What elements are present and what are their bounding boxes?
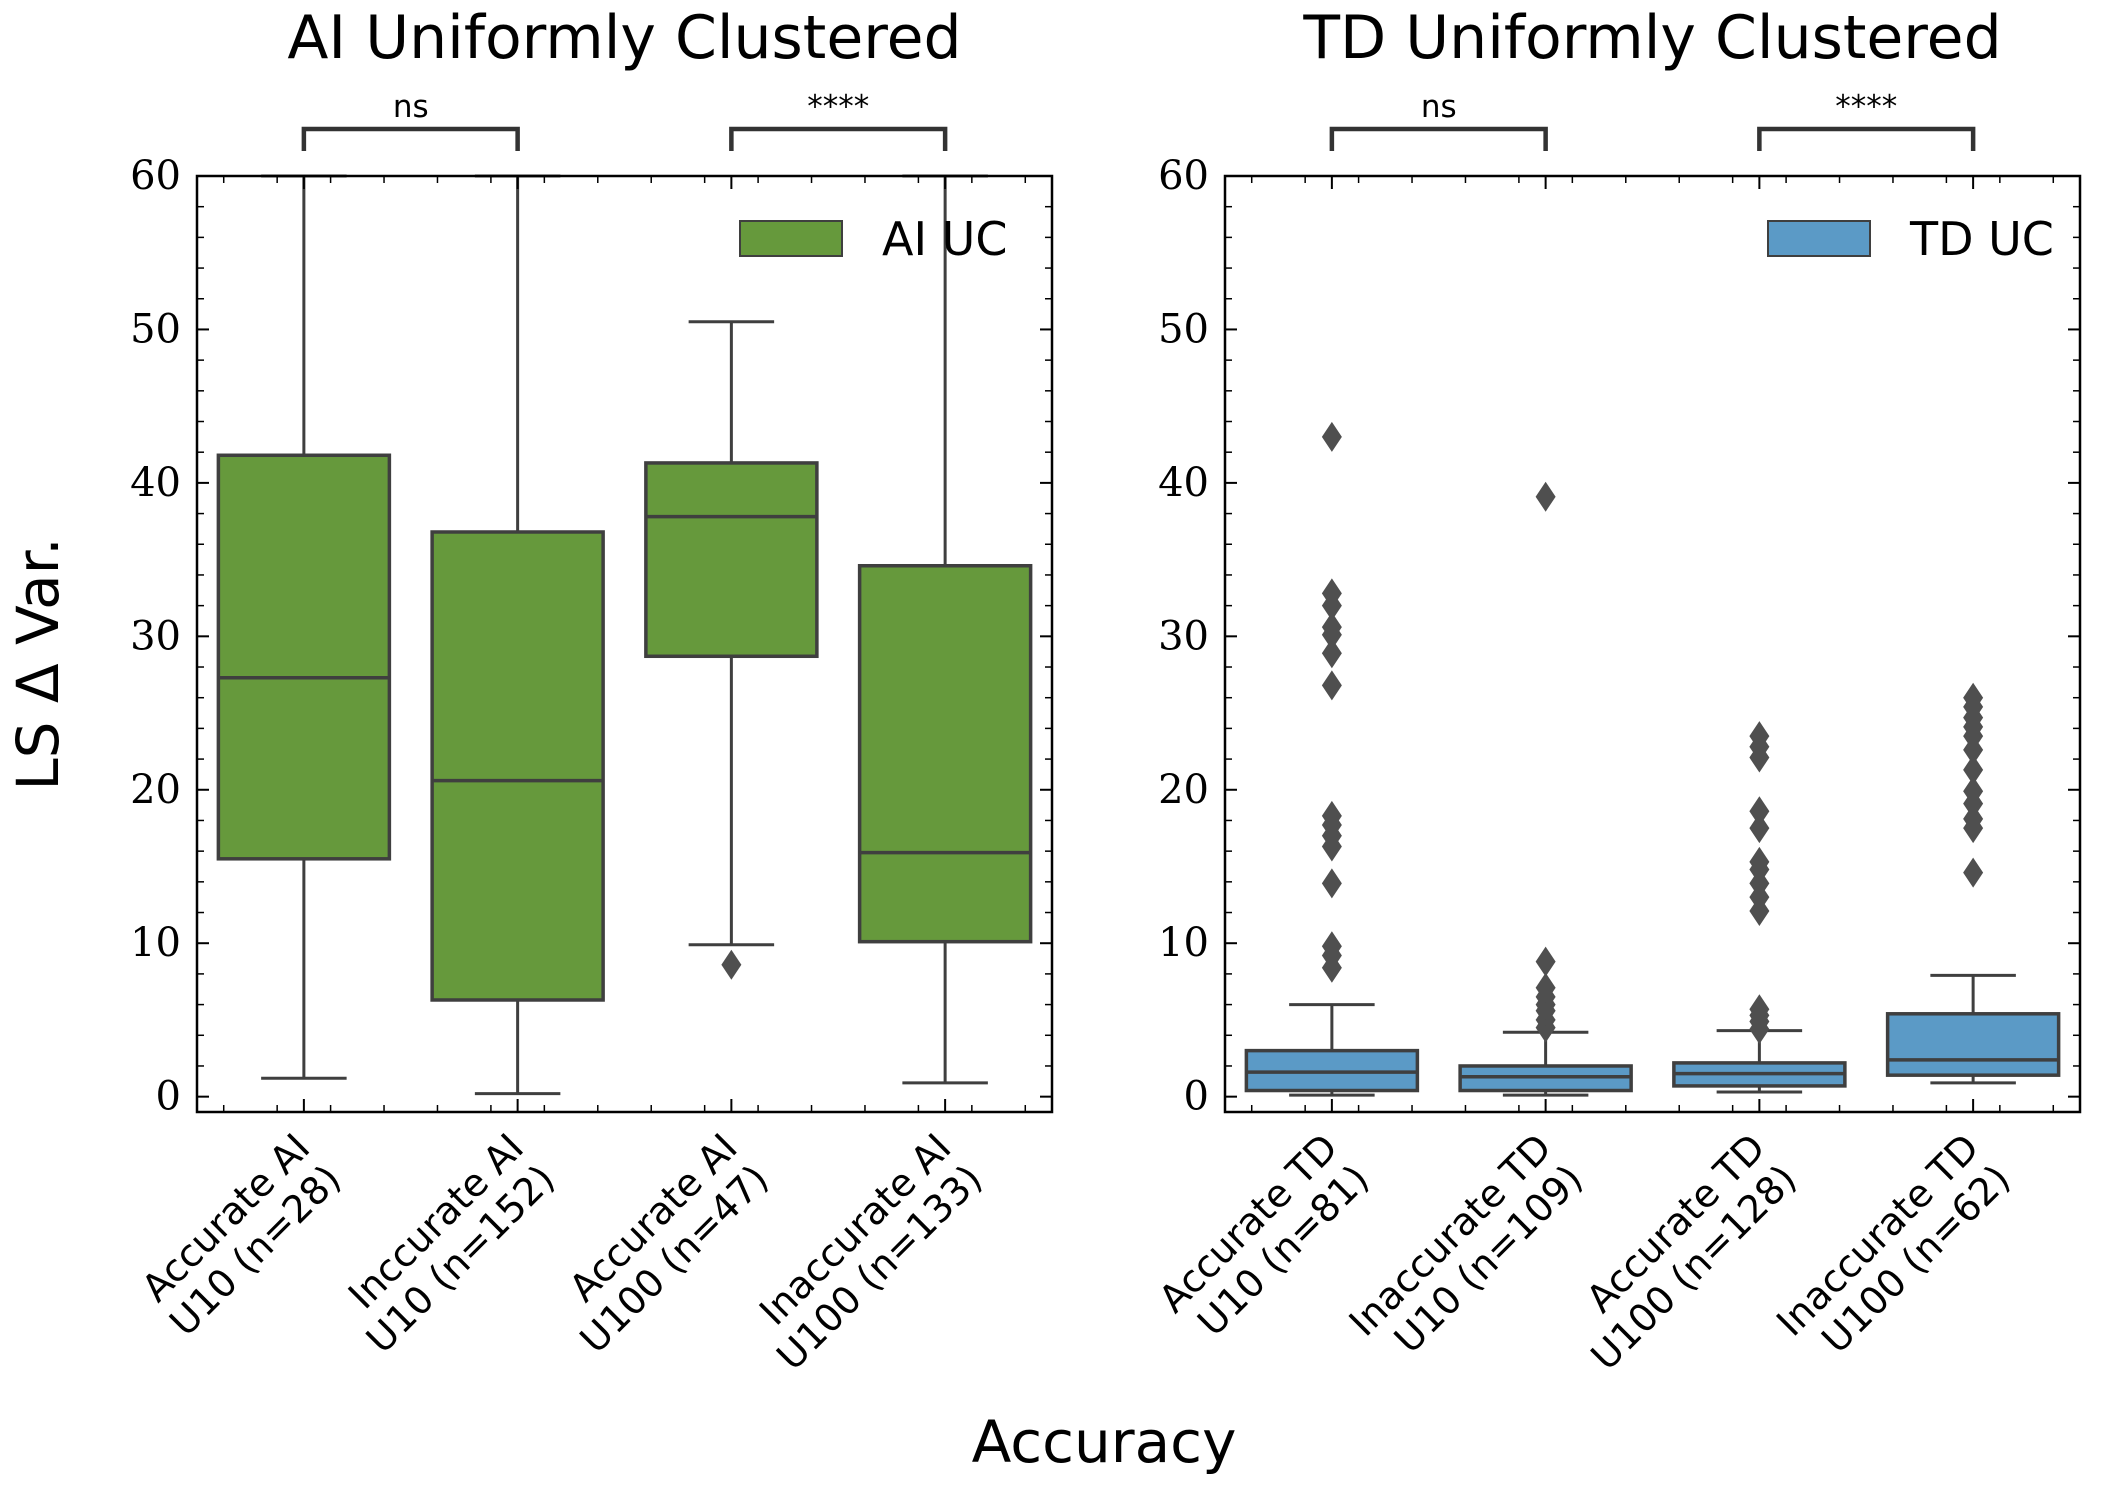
x-category-label: Accurate TDU10 (n=81) (1150, 1125, 1377, 1352)
outlier-point (1749, 994, 1770, 1025)
x-category-label: Inaccurate AIU100 (n=133) (737, 1125, 991, 1379)
outlier-point (1963, 754, 1984, 785)
outlier-point (1963, 682, 1984, 713)
outlier-point (1749, 846, 1770, 877)
y-tick-label: 20 (1158, 767, 1209, 813)
outlier-point (1321, 421, 1342, 452)
significance-label: ns (393, 89, 429, 125)
x-category-label: Accurate AIU10 (n=28) (130, 1125, 349, 1344)
outlier-point (1963, 857, 1984, 888)
box (644, 461, 819, 659)
y-tick-label: 60 (1158, 153, 1209, 199)
legend-label: AI UC (882, 212, 1007, 266)
y-tick-label: 50 (130, 306, 181, 352)
legend-swatch (739, 220, 843, 257)
significance-bracket (729, 126, 948, 151)
x-category-label: Accurate AIU100 (n=47) (540, 1125, 776, 1361)
box (1885, 1012, 2061, 1077)
box (857, 563, 1033, 944)
x-category-label: Inaccurate TDU100 (n=62) (1768, 1125, 2018, 1375)
box (216, 453, 392, 861)
y-tick-label: 40 (130, 460, 181, 506)
outlier-point (1321, 800, 1342, 831)
outlier-point (1321, 931, 1342, 962)
significance-label: **** (807, 89, 869, 125)
outlier-point (1321, 578, 1342, 609)
x-axis-label: Accuracy (972, 1408, 1237, 1476)
significance-bracket (1329, 126, 1548, 151)
outlier-point (1321, 638, 1342, 669)
outlier-point (1749, 721, 1770, 752)
plot-frame (1223, 174, 2082, 1114)
outlier-point (1749, 813, 1770, 844)
outlier-point (1321, 612, 1342, 643)
outlier-point (1749, 796, 1770, 827)
box (430, 530, 605, 1002)
y-tick-label: 50 (1158, 306, 1209, 352)
y-tick-label: 0 (1184, 1074, 1209, 1120)
y-tick-label: 10 (130, 920, 181, 966)
legend-label: TD UC (1909, 212, 2054, 266)
outlier-point (721, 949, 742, 980)
significance-bracket (301, 126, 520, 151)
y-tick-label: 20 (130, 767, 181, 813)
significance-bracket (1757, 126, 1976, 151)
y-tick-label: 10 (1158, 920, 1209, 966)
plot-frame (195, 174, 1054, 1114)
outlier-point (1535, 481, 1556, 512)
y-tick-label: 0 (156, 1074, 181, 1120)
y-tick-label: 60 (130, 153, 181, 199)
panel-td-uniformly-clustered: TD Uniformly Clustered 0 10 20 30 40 50 60 Accur… (1150, 3, 2082, 1379)
chart-title: AI Uniformly Clustered (287, 3, 961, 73)
outlier-point (1963, 803, 1984, 834)
outlier-point (1321, 670, 1342, 701)
significance-label: ns (1421, 89, 1457, 125)
y-axis-label: LS Δ Var. (4, 537, 72, 790)
x-category-label: Accurate TDU100 (n=128) (1551, 1125, 1805, 1379)
chart-title: TD Uniformly Clustered (1302, 3, 2001, 73)
outlier-point (1963, 776, 1984, 807)
y-tick-label: 30 (1158, 613, 1209, 659)
y-tick-label: 30 (130, 613, 181, 659)
legend-swatch (1767, 220, 1871, 257)
y-tick-label: 40 (1158, 460, 1209, 506)
significance-label: **** (1835, 89, 1897, 125)
x-category-label: Inaccurate TDU10 (n=109) (1341, 1125, 1591, 1375)
x-category-label: Inccurate AIU10 (n=152) (327, 1125, 563, 1361)
panel-ai-uniformly-clustered: AI Uniformly Clustered 0 10 20 30 40 50 60 Accur… (130, 3, 1054, 1379)
outlier-point (1535, 972, 1556, 1003)
outlier-point (1321, 868, 1342, 899)
outlier-point (1535, 946, 1556, 977)
